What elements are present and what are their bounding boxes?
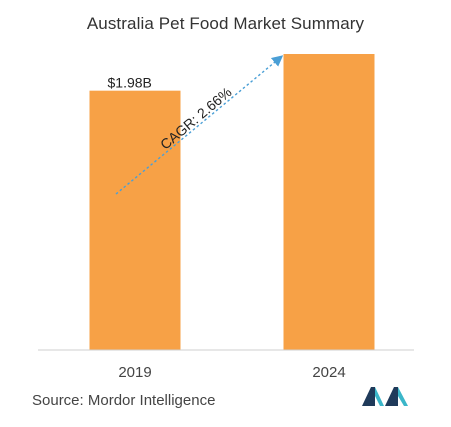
cagr-arrow xyxy=(115,55,284,195)
x-tick-label-2024: 2024 xyxy=(312,364,345,381)
chart-title: Australia Pet Food Market Summary xyxy=(86,14,365,33)
bar-2019 xyxy=(89,90,181,350)
data-label-2019: $1.98B xyxy=(108,75,152,91)
source-note: Source: Mordor Intelligence xyxy=(32,392,216,409)
x-tick-label-2019: 2019 xyxy=(118,364,151,381)
bar-2024 xyxy=(283,54,375,350)
mordor-intelligence-logo-icon xyxy=(362,387,408,406)
